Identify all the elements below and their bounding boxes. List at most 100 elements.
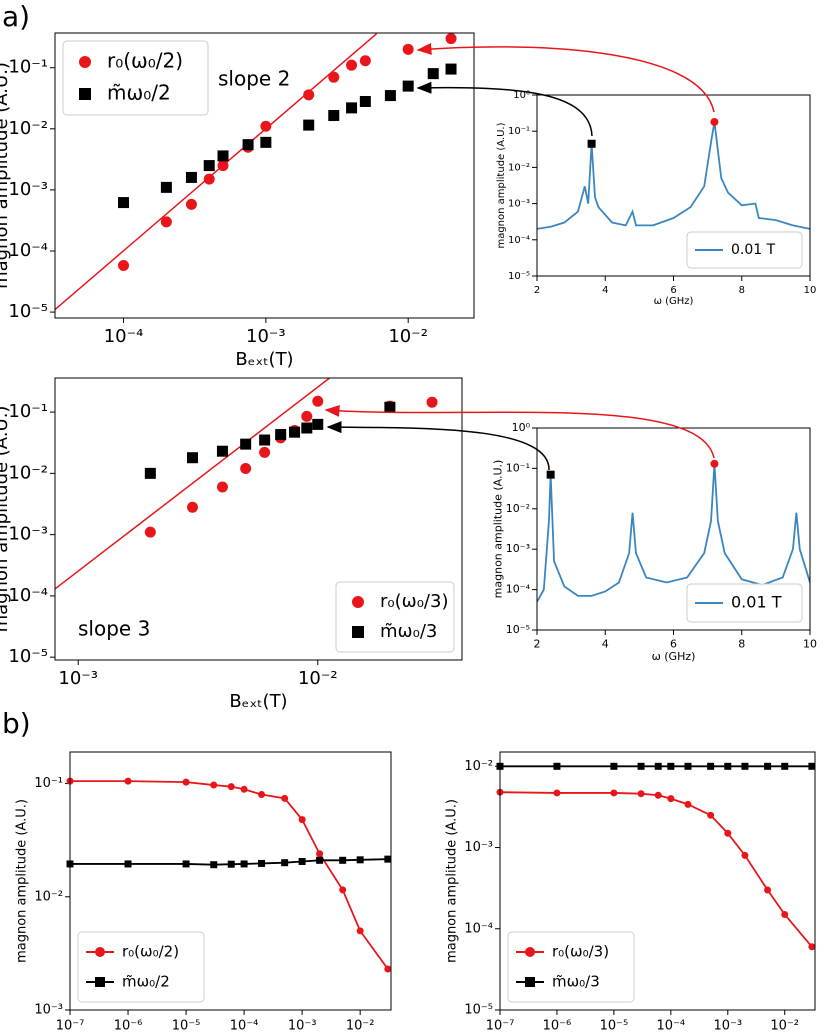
x-tick-label: 10⁻⁵ [600, 1018, 629, 1033]
marker [227, 783, 235, 791]
x-tick-label: 6 [670, 638, 677, 651]
marker [260, 136, 272, 148]
marker [328, 71, 340, 83]
marker [553, 789, 561, 797]
plot-frame [54, 32, 475, 319]
x-axis-label: ω (GHz) [652, 650, 696, 663]
y-axis-label: magnon amplitude (A.U.) [491, 460, 504, 599]
marker [546, 470, 555, 479]
marker [301, 422, 313, 434]
y-tick-label: 10⁻⁴ [508, 235, 530, 246]
legend-label: m̃ω₀/2 [107, 81, 171, 105]
y-tick-label: 10⁻³ [8, 524, 48, 545]
y-tick-label: 10⁻⁵ [8, 646, 48, 667]
marker [298, 816, 306, 824]
legend-box [686, 583, 803, 623]
marker [384, 965, 392, 973]
marker [312, 418, 324, 430]
marker [187, 501, 199, 513]
marker [240, 463, 252, 475]
legend-box [507, 931, 635, 1003]
series-line [537, 121, 810, 230]
marker [356, 856, 364, 864]
legend-label: m̃ω₀/2 [122, 973, 170, 991]
y-axis-label: magnon amplitude (A.U.) [0, 406, 12, 633]
marker [339, 886, 347, 894]
marker [445, 63, 457, 75]
marker [217, 150, 229, 162]
plot-frame [536, 427, 811, 631]
marker [303, 89, 315, 101]
marker [258, 791, 266, 799]
legend-box [686, 231, 803, 269]
marker [260, 120, 272, 132]
y-tick-label: 10⁻¹ [506, 461, 530, 474]
marker [240, 860, 248, 868]
x-tick-label: 10⁻² [298, 668, 338, 689]
marker [427, 68, 439, 80]
marker [316, 850, 324, 858]
x-tick-label: 10 [803, 638, 817, 651]
y-tick-label: 10⁻² [506, 502, 530, 515]
marker [384, 855, 392, 863]
arrow [416, 42, 715, 113]
x-tick-label: 10⁻⁷ [56, 1018, 85, 1033]
marker [289, 426, 301, 438]
marker [182, 778, 190, 786]
marker [346, 59, 358, 71]
marker [587, 139, 596, 148]
arrow [416, 81, 593, 137]
y-tick-label: 10⁻³ [508, 199, 530, 210]
y-tick-label: 10⁰ [512, 421, 531, 434]
marker [741, 851, 749, 859]
y-axis-label: magnon amplitude (A.U.) [496, 122, 507, 248]
y-tick-label: 10⁻¹ [8, 57, 48, 78]
y-tick-label: 10⁻² [8, 118, 48, 139]
marker [95, 977, 105, 987]
marker [808, 943, 816, 951]
marker [258, 859, 266, 867]
marker [610, 789, 618, 797]
marker [216, 445, 228, 457]
panel-label: a) [2, 0, 30, 33]
x-tick-label: 10⁻⁶ [543, 1018, 572, 1033]
marker [144, 526, 156, 538]
plot-frame [536, 94, 811, 277]
marker [312, 395, 324, 407]
x-tick-label: 10⁻³ [246, 326, 286, 347]
y-tick-label: 10⁻⁵ [8, 301, 48, 322]
y-tick-label: 10⁻² [8, 462, 48, 483]
marker [281, 859, 289, 867]
marker [610, 762, 618, 770]
marker [402, 80, 414, 92]
marker [781, 910, 789, 918]
marker [227, 860, 235, 868]
marker [187, 452, 199, 464]
marker [303, 119, 315, 131]
marker [160, 216, 172, 228]
plot-frame [69, 751, 392, 1011]
marker [210, 781, 218, 789]
marker [210, 861, 218, 869]
x-tick-label: 10⁻³ [713, 1018, 742, 1033]
y-tick-label: 10⁻⁴ [8, 585, 48, 606]
marker [301, 410, 313, 422]
marker [710, 117, 719, 126]
marker [217, 160, 229, 172]
marker [684, 800, 692, 808]
x-axis-label: Bₑₓₜ(T) [235, 349, 293, 370]
marker [182, 860, 190, 868]
marker [637, 790, 645, 798]
y-tick-label: 10⁻⁵ [464, 1003, 493, 1018]
marker [525, 947, 535, 957]
y-tick-label: 10⁻² [508, 162, 530, 173]
marker [298, 857, 306, 865]
marker [124, 777, 132, 785]
legend-label: r₀(ω₀/2) [107, 49, 183, 73]
marker [124, 860, 132, 868]
marker [339, 856, 347, 864]
x-tick-label: 10⁻² [388, 326, 428, 347]
marker [203, 173, 215, 185]
marker [426, 396, 438, 408]
